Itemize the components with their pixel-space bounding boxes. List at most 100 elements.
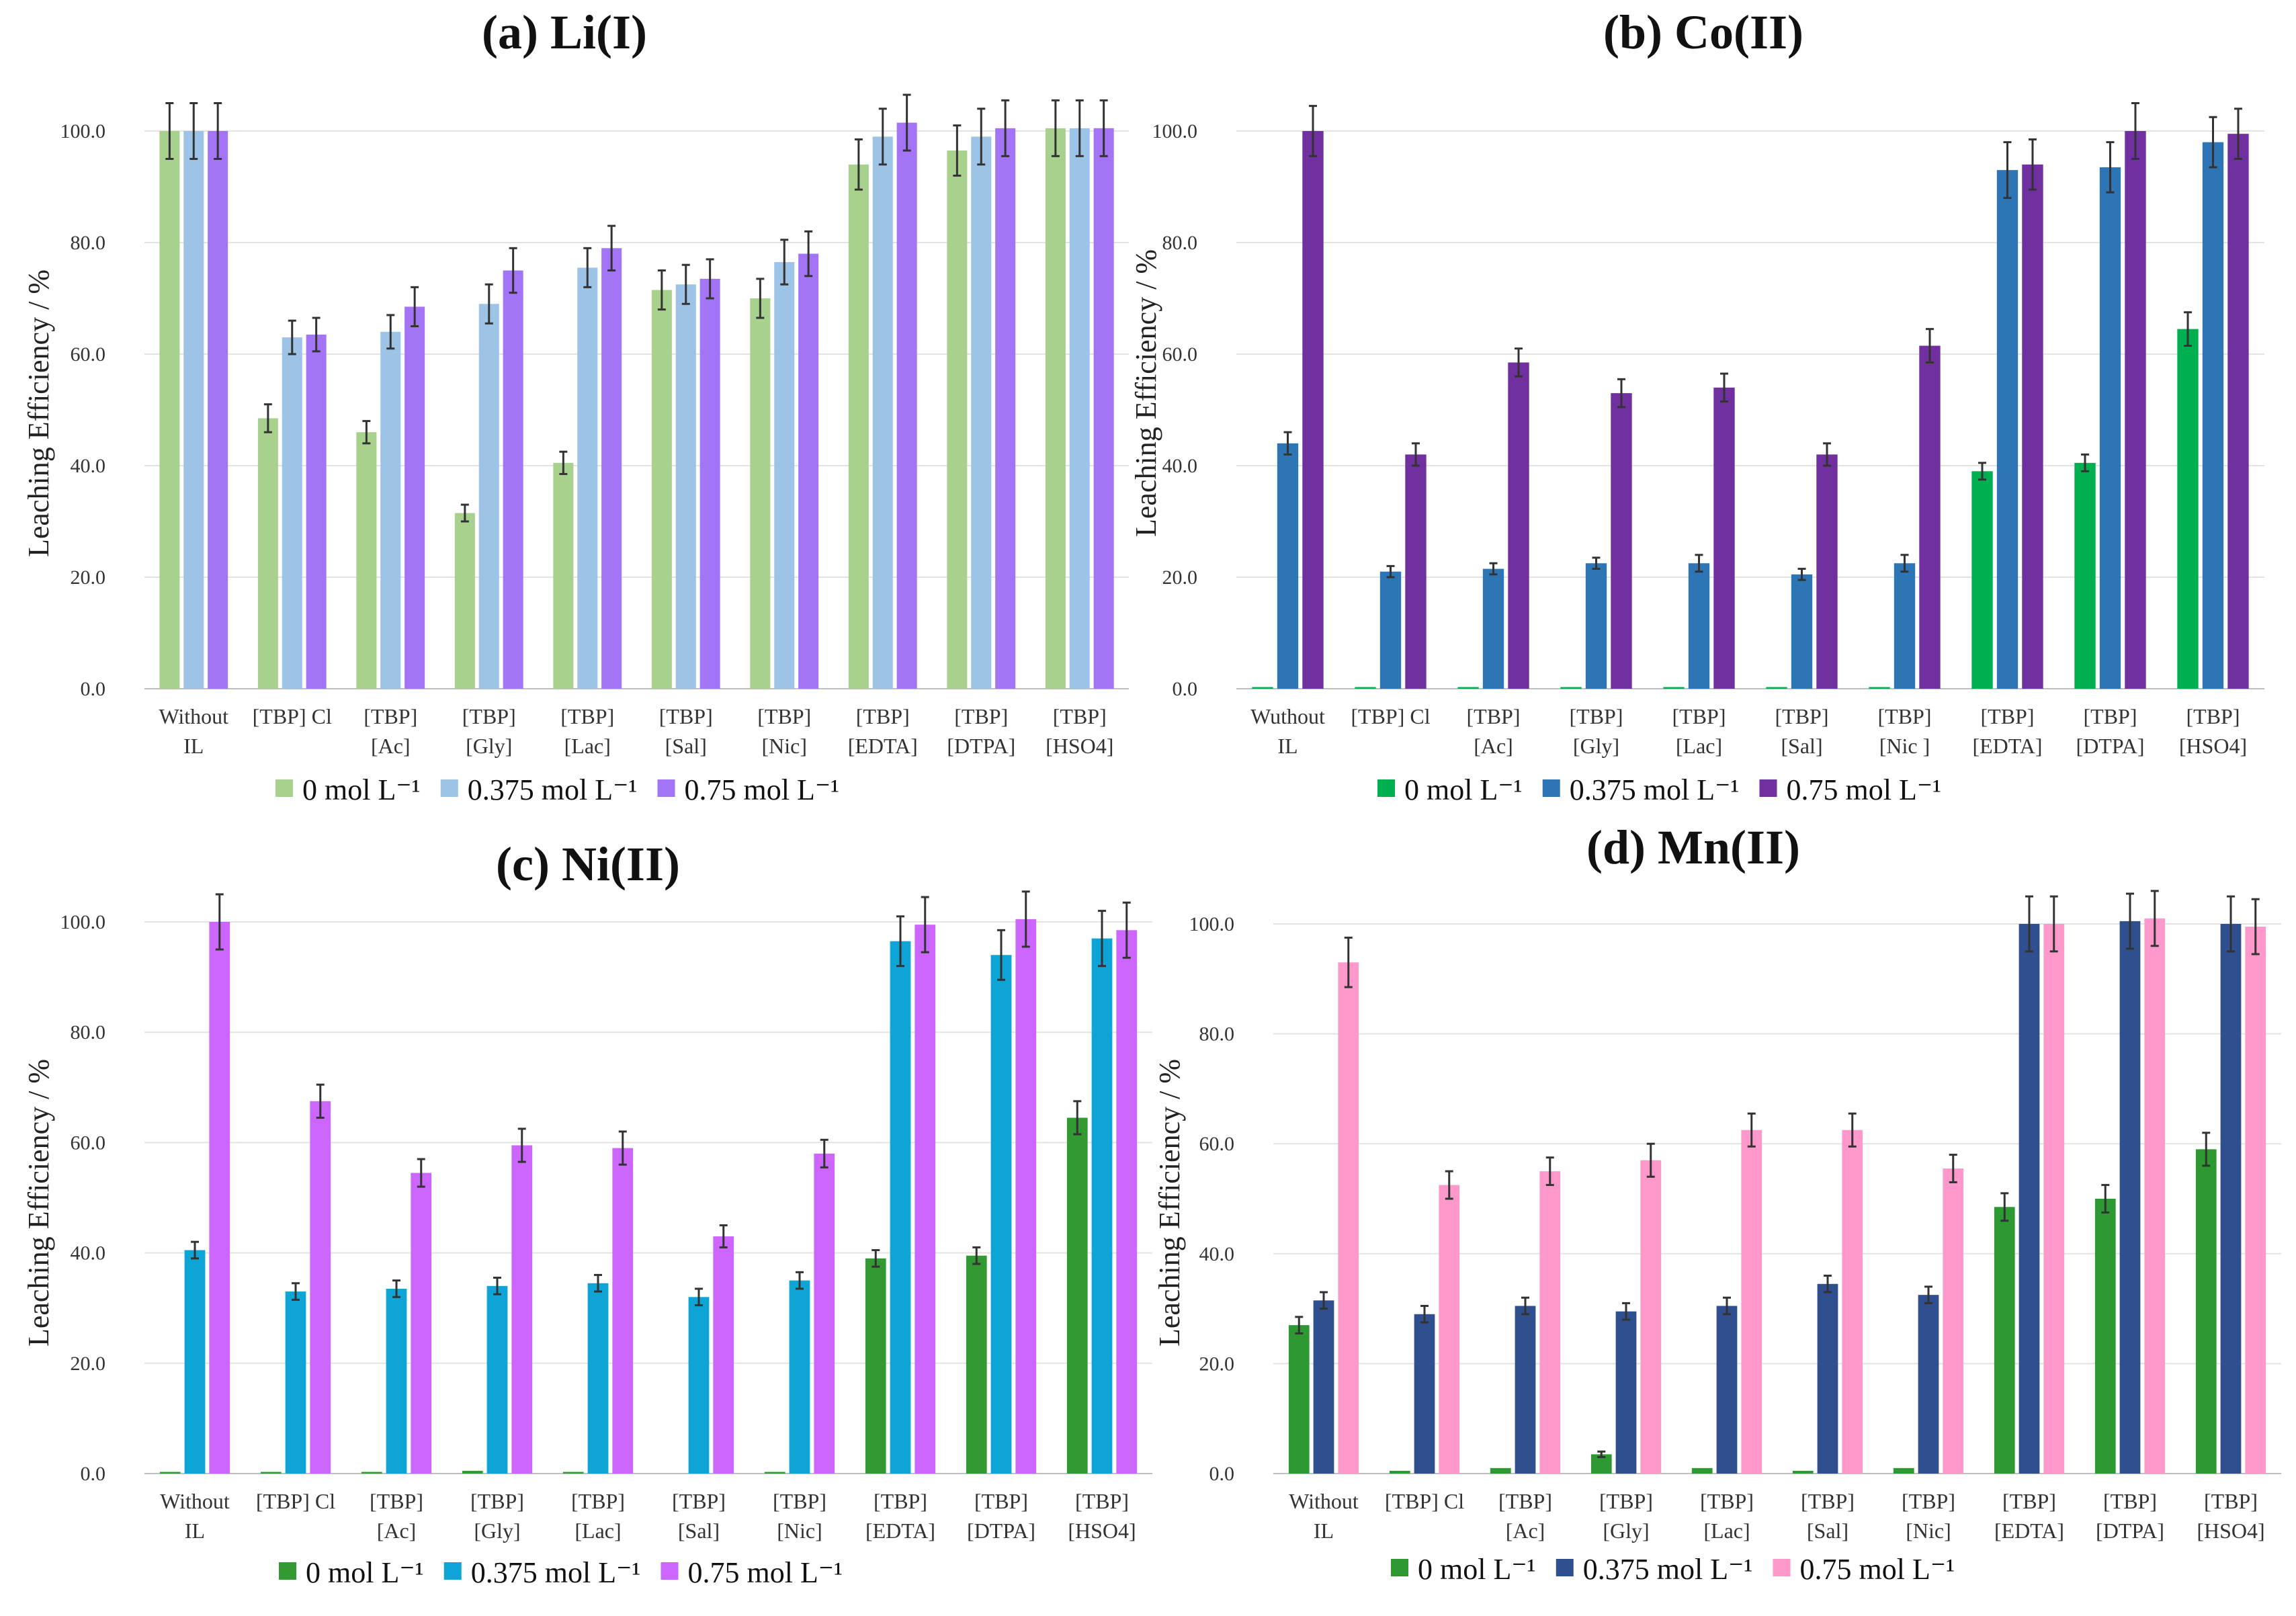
bar (380, 331, 401, 689)
x-tick-label: [Sal] (678, 1519, 720, 1543)
bar (260, 1472, 282, 1474)
bar (601, 248, 622, 689)
x-tick-label: [TBP] (1801, 1489, 1855, 1513)
x-tick-label: [HSO4] (2197, 1519, 2264, 1543)
chart-panel-4: 0.0 20.0 40.0 60.0 80.0 100.0 (d) Mn(II) Leachi… (1153, 820, 2281, 1586)
bar (2245, 927, 2266, 1474)
bar (890, 941, 911, 1474)
y-tick-label: 80.0 (71, 232, 106, 254)
legend: 0 mol L⁻¹ 0.375 mol L⁻¹ 0.75 mol L⁻¹ (1391, 1553, 1955, 1586)
x-tick-label: [TBP] (370, 1489, 423, 1513)
bar (896, 122, 917, 689)
bar (2220, 924, 2242, 1474)
bar (1918, 1295, 1939, 1474)
bar (209, 922, 230, 1474)
bar (2074, 462, 2096, 689)
legend-label: 0.75 mol L⁻¹ (688, 1556, 843, 1589)
y-tick-label: 40.0 (1199, 1243, 1235, 1265)
x-tick-label: [TBP] (1902, 1489, 1955, 1513)
y-tick-label: 40.0 (71, 1242, 106, 1265)
legend-label: 0.375 mol L⁻¹ (1583, 1553, 1753, 1586)
legend-label: 0 mol L⁻¹ (1404, 773, 1523, 806)
bar (1515, 1306, 1536, 1474)
y-axis-label: Leaching Efficiency / % (22, 1059, 55, 1347)
bar (1338, 962, 1359, 1474)
bar (1288, 1325, 1310, 1474)
x-tick-label: [TBP] (1075, 1489, 1129, 1513)
x-tick-label: Without (159, 704, 228, 728)
x-tick-label: [TBP] (560, 704, 614, 728)
bar (699, 278, 720, 689)
x-tick-label: [TBP] (2204, 1489, 2258, 1513)
bar (1539, 1171, 1561, 1474)
bar (503, 270, 523, 689)
x-tick-label: [TBP] (2103, 1489, 2157, 1513)
bar (2227, 134, 2249, 689)
bar (1277, 443, 1299, 689)
x-tick-label: [TBP] (1700, 1489, 1754, 1513)
y-tick-label: 0.0 (81, 1463, 106, 1485)
x-tick-label: [TBP] (856, 704, 910, 728)
y-tick-label: 60.0 (71, 1132, 106, 1154)
y-axis-label: Leaching Efficiency / % (1153, 1059, 1186, 1347)
bar (356, 432, 377, 689)
bar (2202, 142, 2224, 689)
x-tick-label: [DTPA] (947, 734, 1015, 758)
x-tick-label: IL (1314, 1519, 1334, 1543)
legend: 0 mol L⁻¹ 0.375 mol L⁻¹ 0.75 mol L⁻¹ (1377, 773, 1941, 806)
bar (562, 1472, 584, 1474)
y-tick-label: 100.0 (1189, 913, 1235, 935)
legend-swatch (440, 779, 458, 797)
x-tick-label: [EDTA] (865, 1519, 935, 1543)
bar (1611, 393, 1632, 689)
x-tick-label: [Lac] (1703, 1519, 1750, 1543)
bar (1091, 938, 1113, 1474)
bar (2094, 1199, 2116, 1474)
bar (2144, 918, 2166, 1474)
legend-swatch (1759, 779, 1777, 797)
x-tick-label: [TBP] Cl (1385, 1489, 1464, 1513)
bar (2043, 924, 2065, 1474)
bar (1585, 563, 1607, 689)
x-tick-label: [TBP] Cl (256, 1489, 335, 1513)
bar (1791, 574, 1813, 689)
bar (462, 1470, 483, 1474)
x-tick-label: [TBP] (1672, 704, 1726, 728)
chart-title: (a) Li(I) (482, 5, 647, 59)
x-tick-label: [Nic] (761, 734, 807, 758)
bar (1842, 1130, 1863, 1474)
y-axis-label: Leaching Efficiency / % (22, 269, 55, 557)
x-tick-label: [Gly] (1603, 1519, 1649, 1543)
legend: 0 mol L⁻¹ 0.375 mol L⁻¹ 0.75 mol L⁻¹ (275, 773, 839, 806)
x-tick-label: [HSO4] (2179, 734, 2247, 758)
bar (798, 253, 819, 689)
x-tick-label: [TBP] (659, 704, 713, 728)
bar (651, 290, 672, 689)
bar (2125, 131, 2146, 689)
bar (1045, 128, 1066, 689)
bar (1615, 1311, 1637, 1474)
x-tick-label: [EDTA] (848, 734, 918, 758)
bar (1640, 1160, 1662, 1474)
bar (282, 337, 302, 689)
x-tick-label: [Lac] (564, 734, 611, 758)
bar (159, 131, 180, 689)
y-tick-label: 80.0 (1162, 232, 1198, 254)
bar (1817, 1283, 1838, 1474)
x-tick-label: [Gly] (1573, 734, 1619, 758)
x-tick-label: [TBP] (1981, 704, 2035, 728)
y-tick-label: 60.0 (71, 343, 106, 366)
bar (1379, 571, 1402, 689)
bar (553, 462, 574, 689)
bar (1414, 1314, 1435, 1474)
legend-swatch (443, 1562, 462, 1580)
bar (285, 1291, 306, 1474)
x-tick-label: [TBP] (1775, 704, 1829, 728)
bar (1560, 687, 1582, 689)
bar (848, 164, 869, 689)
y-tick-label: 0.0 (81, 678, 106, 700)
legend-swatch (1542, 779, 1560, 797)
bar (1405, 454, 1427, 689)
bar (183, 131, 204, 689)
bar (915, 925, 936, 1474)
